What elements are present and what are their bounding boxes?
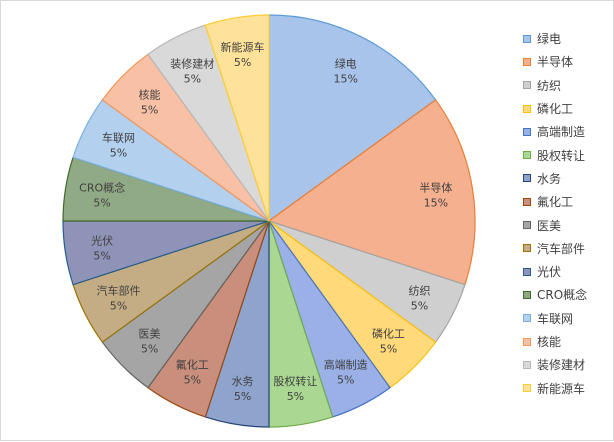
legend-swatch bbox=[523, 267, 531, 276]
legend-label: 汽车部件 bbox=[537, 241, 586, 256]
slice-label-category: 股权转让 bbox=[273, 374, 317, 388]
legend-swatch bbox=[523, 127, 531, 136]
slice-label-percent: 5% bbox=[141, 342, 158, 355]
slice-label-percent: 5% bbox=[184, 374, 201, 387]
slice-label-category: 半导体 bbox=[419, 181, 452, 195]
legend-label: 股权转让 bbox=[537, 148, 586, 163]
legend-label: 装修建材 bbox=[537, 358, 586, 373]
legend-item: 纺织 bbox=[523, 74, 587, 97]
legend-label: 绿电 bbox=[537, 32, 562, 47]
legend-item: 高端制造 bbox=[523, 120, 587, 143]
slice-label-percent: 5% bbox=[93, 197, 110, 210]
legend-swatch bbox=[523, 57, 531, 66]
slice-半导体 bbox=[267, 99, 476, 286]
slice-label-percent: 5% bbox=[110, 300, 127, 313]
legend-item: 汽车部件 bbox=[523, 237, 587, 260]
legend-item: 股权转让 bbox=[523, 143, 587, 166]
slice-label-category: 医美 bbox=[139, 327, 161, 340]
legend-swatch bbox=[523, 384, 531, 393]
slice-label-percent: 15% bbox=[333, 72, 357, 85]
legend-item: 装修建材 bbox=[523, 353, 587, 376]
slice-label-category: 光伏 bbox=[91, 233, 113, 247]
slice-label-percent: 5% bbox=[93, 249, 110, 262]
slice-label-percent: 5% bbox=[234, 56, 251, 69]
legend-label: CRO概念 bbox=[537, 288, 588, 303]
pie-slices bbox=[62, 14, 476, 428]
slice-label-percent: 5% bbox=[287, 390, 304, 403]
legend-swatch bbox=[523, 34, 531, 43]
slice-label-category: 汽车部件 bbox=[96, 284, 140, 298]
legend-item: 医美 bbox=[523, 213, 587, 236]
legend-label: 纺织 bbox=[537, 78, 562, 93]
legend-item: CRO概念 bbox=[523, 283, 587, 306]
legend-swatch bbox=[523, 174, 531, 183]
legend-label: 新能源车 bbox=[537, 381, 586, 396]
legend-label: 氟化工 bbox=[537, 195, 574, 210]
slice-label-percent: 5% bbox=[184, 72, 201, 85]
legend-label: 磷化工 bbox=[537, 102, 574, 117]
slice-label-category: 高端制造 bbox=[324, 358, 368, 372]
legend-item: 绿电 bbox=[523, 27, 587, 50]
legend-item: 半导体 bbox=[523, 50, 587, 73]
slice-label-percent: 5% bbox=[380, 342, 397, 355]
slice-label-category: 装修建材 bbox=[170, 56, 214, 70]
legend-item: 核能 bbox=[523, 330, 587, 353]
legend-item: 磷化工 bbox=[523, 97, 587, 120]
slice-label-percent: 5% bbox=[234, 390, 251, 403]
legend-swatch bbox=[523, 314, 531, 323]
slice-label-category: 绿电 bbox=[335, 56, 357, 70]
slice-label-percent: 5% bbox=[110, 146, 127, 159]
slice-label-category: 纺织 bbox=[409, 284, 431, 298]
legend: 绿电半导体纺织磷化工高端制造股权转让水务氟化工医美汽车部件光伏 CRO概念车联网核… bbox=[523, 27, 587, 400]
legend-swatch bbox=[523, 337, 531, 346]
legend-swatch bbox=[523, 81, 531, 90]
legend-item: 光伏 bbox=[523, 260, 587, 283]
slice-label-category: 核能 bbox=[139, 88, 161, 102]
pie-labels: 绿电 15% 半导体 15% 纺织 5% 磷化工 5% 高端制造 5% 股权转让 5% 水务 5% 氟化工 5… bbox=[79, 40, 452, 403]
legend-label: 高端制造 bbox=[537, 125, 586, 140]
legend-swatch bbox=[523, 244, 531, 253]
legend-item: 车联网 bbox=[523, 307, 587, 330]
legend-label: 核能 bbox=[537, 335, 562, 349]
legend-swatch bbox=[523, 360, 531, 369]
slice-label-percent: 5% bbox=[337, 374, 354, 387]
slice-新能源车 bbox=[204, 14, 270, 222]
legend-swatch bbox=[523, 221, 531, 230]
slice-label-percent: 5% bbox=[141, 104, 158, 117]
legend-swatch bbox=[523, 290, 531, 299]
legend-swatch bbox=[523, 104, 531, 113]
slice-绿电 bbox=[268, 14, 437, 223]
slice-label-category: CRO概念 bbox=[79, 181, 125, 195]
slice-label-category: 磷化工 bbox=[372, 326, 405, 340]
slice-label-category: 水务 bbox=[232, 375, 254, 388]
legend-swatch bbox=[523, 197, 531, 206]
legend-label: 半导体 bbox=[537, 55, 574, 70]
legend-item: 新能源车 bbox=[523, 376, 587, 399]
legend-swatch bbox=[523, 151, 531, 160]
slice-label-category: 氟化工 bbox=[176, 358, 209, 372]
slice-label-percent: 5% bbox=[411, 300, 428, 313]
legend-label: 水务 bbox=[537, 171, 562, 186]
slice-label-category: 新能源车 bbox=[221, 40, 265, 54]
legend-item: 氟化工 bbox=[523, 190, 587, 213]
slice-label-category: 车联网 bbox=[102, 130, 135, 144]
legend-label: 光伏 bbox=[537, 265, 562, 280]
legend-item: 水务 bbox=[523, 167, 587, 190]
legend-label: 医美 bbox=[537, 218, 562, 233]
slice-label-percent: 15% bbox=[424, 197, 448, 210]
legend-label: 车联网 bbox=[537, 311, 574, 326]
